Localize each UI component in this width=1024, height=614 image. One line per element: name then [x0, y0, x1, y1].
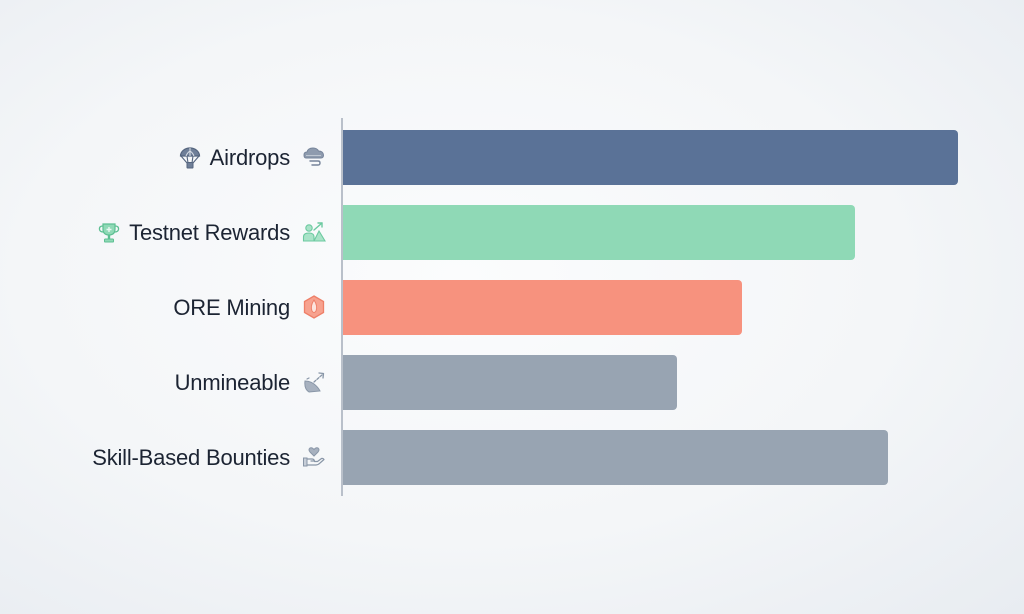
y-axis-line	[341, 118, 343, 496]
trophy-icon	[97, 221, 121, 245]
bar-unmineable[interactable]	[343, 355, 677, 410]
cloud-wind-icon	[300, 143, 328, 171]
chart-row-testnet-rewards: Testnet Rewards	[0, 205, 1024, 260]
chart-row-skill-based-bounties: Skill-Based Bounties	[0, 430, 1024, 485]
bar-testnet-rewards[interactable]	[343, 205, 855, 260]
person-growth-icon	[300, 218, 328, 246]
hand-heart-icon	[300, 443, 328, 471]
category-label-ore-mining: ORE Mining	[173, 280, 290, 335]
chart-row-airdrops: Airdrops	[0, 130, 1024, 185]
chart-row-ore-mining: ORE Mining	[0, 280, 1024, 335]
category-label-text: Testnet Rewards	[129, 219, 290, 245]
category-label-skill-based-bounties: Skill-Based Bounties	[92, 430, 290, 485]
bar-airdrops[interactable]	[343, 130, 958, 185]
category-label-text: Airdrops	[209, 144, 291, 170]
category-label-testnet-rewards: Testnet Rewards	[97, 205, 290, 260]
chart-row-unmineable: Unmineable	[0, 355, 1024, 410]
category-label-text: ORE Mining	[173, 294, 290, 320]
satellite-dish-icon	[300, 368, 328, 396]
category-label-unmineable: Unmineable	[174, 355, 291, 410]
category-label-text: Unmineable	[174, 369, 291, 395]
category-label-airdrops: Airdrops	[178, 130, 290, 185]
hexagon-ore-icon	[300, 293, 328, 321]
bar-ore-mining[interactable]	[343, 280, 742, 335]
bar-skill-based-bounties[interactable]	[343, 430, 888, 485]
category-label-text: Skill-Based Bounties	[92, 444, 290, 470]
parachute-icon	[178, 146, 202, 170]
